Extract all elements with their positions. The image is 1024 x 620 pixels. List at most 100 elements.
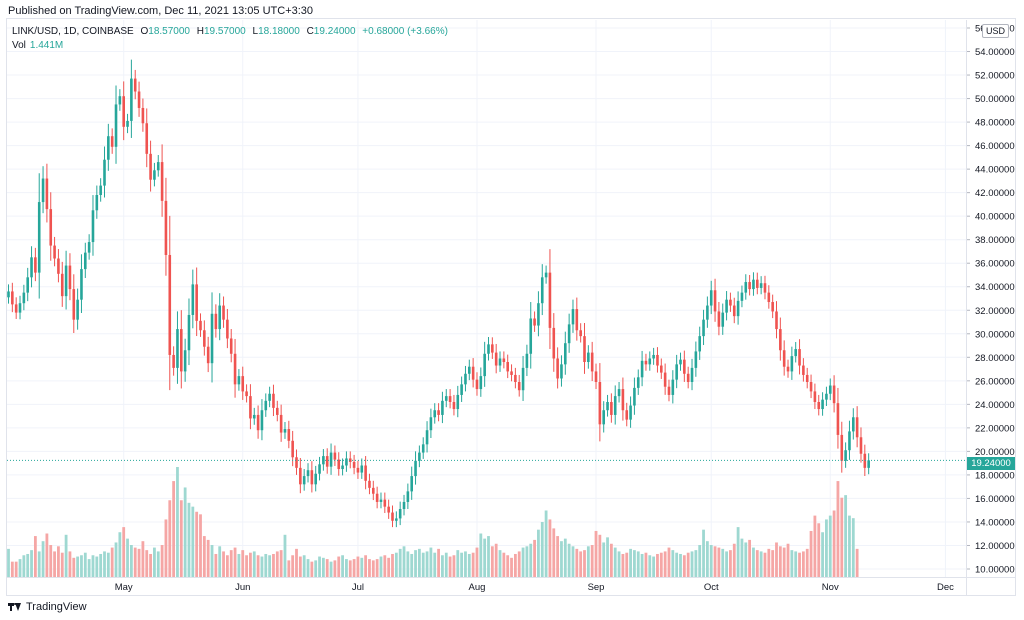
candle-body xyxy=(333,452,337,460)
volume-bar xyxy=(14,561,18,577)
y-tick-label: 26.00000 xyxy=(975,376,1015,387)
candle-body xyxy=(468,366,471,374)
candle-body xyxy=(34,257,37,273)
candle-body xyxy=(398,509,402,519)
volume-bar xyxy=(30,550,33,577)
candle-body xyxy=(341,465,344,470)
last-price-label: 19.24000 xyxy=(967,457,1015,470)
candle-body xyxy=(683,359,686,374)
volume-bar xyxy=(302,555,306,577)
candle-body xyxy=(372,487,375,494)
volume-bar xyxy=(452,555,456,577)
volume-bar xyxy=(375,559,379,577)
volume-bar xyxy=(298,556,302,577)
candle-body xyxy=(18,303,22,313)
low-key: L xyxy=(252,26,259,37)
volume-bar xyxy=(460,552,464,577)
candle-body xyxy=(517,382,521,391)
volume-bar xyxy=(433,552,437,577)
candle-body xyxy=(744,282,748,293)
candle-body xyxy=(514,374,517,383)
volume-bar xyxy=(736,527,740,577)
candle-body xyxy=(26,277,29,293)
y-tick-label: 34.00000 xyxy=(975,282,1015,293)
candle-body xyxy=(226,319,229,339)
low-value: 18.18000 xyxy=(258,26,300,37)
volume-bar xyxy=(364,555,368,577)
candle-body xyxy=(156,162,160,171)
volume-bar xyxy=(237,553,241,577)
candle-body xyxy=(656,354,659,366)
symbol-legend: LINK/USD, 1D, COINBASE O18.57000 H19.570… xyxy=(12,26,448,37)
volume-bar xyxy=(521,547,525,577)
candle-body xyxy=(437,410,440,415)
volume-bar xyxy=(64,534,68,577)
volume-bar xyxy=(571,546,575,577)
candle-body xyxy=(483,353,486,377)
candle-body xyxy=(414,460,417,477)
candle-body xyxy=(782,350,786,367)
candle-body xyxy=(348,458,352,462)
volume-bar xyxy=(471,552,475,577)
candle-body xyxy=(629,405,632,420)
volume-bar xyxy=(709,545,713,577)
volume-bar xyxy=(260,556,264,577)
candle-body xyxy=(199,320,202,331)
candle-body xyxy=(571,309,575,325)
candle-body xyxy=(45,178,49,210)
volume-bar xyxy=(740,538,744,577)
candle-body xyxy=(606,401,609,411)
candle-body xyxy=(130,78,133,121)
volume-bar xyxy=(133,547,137,577)
candle-body xyxy=(560,364,563,379)
volume-bar xyxy=(817,523,821,577)
candle-body xyxy=(817,401,821,410)
volume-bar xyxy=(7,548,10,577)
volume-bar xyxy=(544,510,548,577)
candle-body xyxy=(529,318,533,354)
candle-body xyxy=(544,272,548,278)
candle-body xyxy=(779,329,782,351)
volume-bar xyxy=(725,551,728,577)
volume-bar xyxy=(617,551,621,577)
volume-bar xyxy=(425,551,429,577)
volume-bar xyxy=(187,502,191,577)
volume-bar xyxy=(686,552,690,577)
volume-bar xyxy=(525,546,529,577)
volume-bar xyxy=(821,532,824,577)
volume-bar xyxy=(87,559,91,577)
volume-bar xyxy=(679,553,682,577)
candle-body xyxy=(640,360,644,378)
volume-bar xyxy=(563,538,567,577)
candle-body xyxy=(383,499,387,507)
volume-bar xyxy=(329,561,333,577)
currency-badge[interactable]: USD xyxy=(982,24,1010,38)
y-tick-label: 36.00000 xyxy=(975,259,1015,270)
y-tick-label: 46.00000 xyxy=(975,141,1015,152)
candle-body xyxy=(471,366,475,380)
y-tick-label: 12.00000 xyxy=(975,541,1015,552)
volume-bar xyxy=(272,553,275,577)
candle-body xyxy=(118,96,122,105)
candle-body xyxy=(22,292,26,304)
candle-body xyxy=(229,338,233,354)
candle-body xyxy=(149,153,152,180)
volume-bar xyxy=(633,550,636,577)
tradingview-logo[interactable]: TradingView xyxy=(8,601,87,613)
volume-bar xyxy=(268,555,272,577)
candle-body xyxy=(268,393,271,401)
y-tick-label: 42.00000 xyxy=(975,188,1015,199)
volume-bar xyxy=(410,553,414,577)
volume-bar xyxy=(26,553,30,577)
volume-bar xyxy=(103,551,106,577)
candle-body xyxy=(567,324,571,344)
candle-body xyxy=(729,299,732,306)
candle-body xyxy=(867,460,870,468)
candle-body xyxy=(283,429,287,433)
volume-bar xyxy=(164,519,168,577)
candle-body xyxy=(706,305,709,320)
candle-body xyxy=(287,429,291,441)
volume-bar xyxy=(556,536,560,577)
candle-body xyxy=(103,159,106,186)
